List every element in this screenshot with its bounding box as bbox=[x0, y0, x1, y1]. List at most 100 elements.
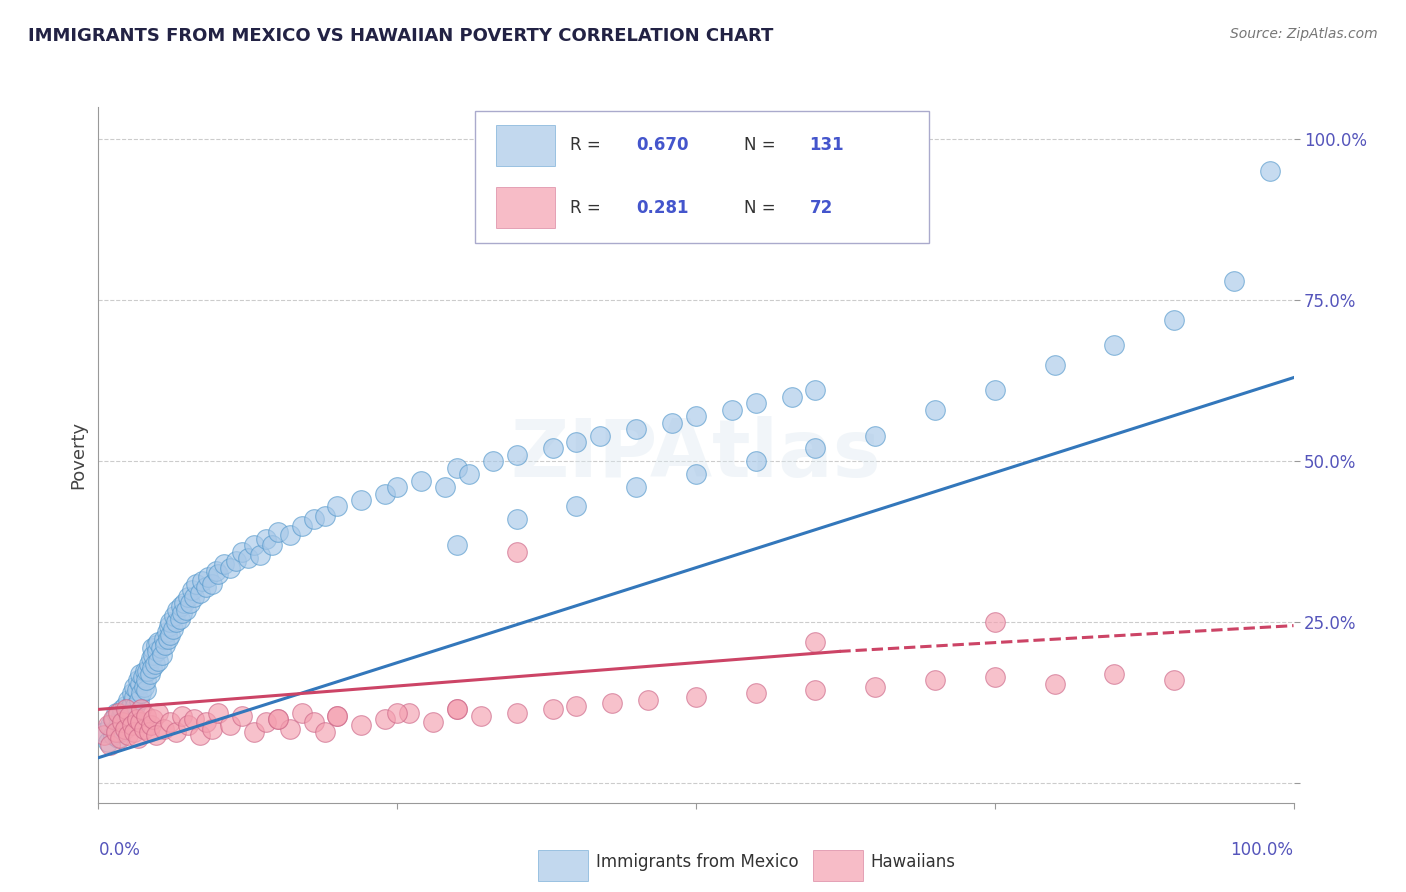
Point bbox=[107, 731, 129, 746]
Point bbox=[983, 384, 1005, 398]
Point bbox=[114, 722, 136, 736]
Text: IMMIGRANTS FROM MEXICO VS HAWAIIAN POVERTY CORRELATION CHART: IMMIGRANTS FROM MEXICO VS HAWAIIAN POVER… bbox=[28, 27, 773, 45]
Point bbox=[166, 602, 188, 616]
Point bbox=[1043, 358, 1066, 372]
Point bbox=[153, 722, 176, 736]
Point bbox=[177, 718, 200, 732]
Point bbox=[243, 538, 266, 552]
Point bbox=[506, 544, 529, 558]
Text: Immigrants from Mexico: Immigrants from Mexico bbox=[596, 853, 799, 871]
Point bbox=[159, 615, 181, 630]
Point bbox=[155, 638, 177, 652]
Point bbox=[108, 725, 131, 739]
Point bbox=[685, 690, 707, 704]
Point bbox=[326, 708, 349, 723]
Point bbox=[148, 706, 170, 720]
Point bbox=[661, 416, 683, 430]
Point bbox=[745, 454, 768, 468]
Point bbox=[173, 596, 195, 610]
Point bbox=[267, 712, 290, 726]
Point bbox=[374, 486, 396, 500]
Point bbox=[219, 718, 242, 732]
Point bbox=[183, 712, 205, 726]
Point bbox=[350, 718, 373, 732]
Point bbox=[267, 525, 290, 540]
Point bbox=[385, 480, 409, 494]
Point bbox=[780, 390, 803, 404]
Point bbox=[219, 560, 242, 574]
Point bbox=[159, 628, 181, 642]
Point bbox=[470, 708, 492, 723]
Text: 0.670: 0.670 bbox=[636, 136, 689, 154]
Point bbox=[169, 612, 191, 626]
Point bbox=[134, 664, 156, 678]
Point bbox=[212, 558, 235, 572]
Point bbox=[243, 725, 266, 739]
Point bbox=[115, 702, 138, 716]
Point bbox=[159, 715, 181, 730]
Text: Hawaiians: Hawaiians bbox=[870, 853, 956, 871]
Point bbox=[101, 728, 124, 742]
Point bbox=[124, 725, 146, 739]
Point bbox=[458, 467, 481, 482]
Point bbox=[122, 706, 145, 720]
Point bbox=[170, 599, 193, 614]
Point bbox=[924, 673, 946, 688]
Point bbox=[1043, 676, 1066, 690]
Point bbox=[131, 702, 153, 716]
Point bbox=[105, 725, 128, 739]
Point bbox=[506, 706, 529, 720]
Point bbox=[105, 706, 128, 720]
FancyBboxPatch shape bbox=[496, 125, 555, 166]
Point bbox=[98, 718, 122, 732]
Point bbox=[290, 706, 312, 720]
Point bbox=[983, 615, 1005, 630]
Point bbox=[142, 712, 165, 726]
FancyBboxPatch shape bbox=[475, 111, 929, 243]
Point bbox=[129, 667, 152, 681]
Point bbox=[254, 715, 277, 730]
Point bbox=[121, 718, 143, 732]
Point bbox=[124, 699, 146, 714]
Text: ZIPAtlas: ZIPAtlas bbox=[510, 416, 882, 494]
Point bbox=[207, 567, 229, 582]
Point bbox=[93, 728, 115, 742]
Point bbox=[446, 702, 468, 716]
Point bbox=[129, 676, 152, 690]
Point bbox=[924, 402, 946, 417]
Point bbox=[115, 715, 138, 730]
Point bbox=[165, 725, 187, 739]
Point bbox=[162, 622, 184, 636]
Point bbox=[231, 708, 253, 723]
Point bbox=[315, 725, 337, 739]
Point bbox=[124, 690, 146, 704]
Y-axis label: Poverty: Poverty bbox=[69, 421, 87, 489]
Point bbox=[422, 715, 444, 730]
Text: 100.0%: 100.0% bbox=[1230, 841, 1294, 859]
Point bbox=[174, 602, 197, 616]
Point bbox=[145, 638, 167, 652]
Text: Source: ZipAtlas.com: Source: ZipAtlas.com bbox=[1230, 27, 1378, 41]
Point bbox=[141, 641, 163, 656]
Point bbox=[114, 699, 136, 714]
Point bbox=[118, 702, 141, 716]
Point bbox=[121, 696, 143, 710]
Point bbox=[197, 570, 219, 584]
Point bbox=[156, 632, 179, 646]
Point bbox=[145, 728, 167, 742]
Point bbox=[804, 683, 827, 698]
Point bbox=[350, 493, 373, 508]
Point bbox=[506, 448, 529, 462]
Point bbox=[194, 580, 217, 594]
Point bbox=[374, 712, 396, 726]
Point bbox=[127, 673, 149, 688]
Point bbox=[1102, 667, 1125, 681]
Point bbox=[111, 702, 134, 716]
Point bbox=[183, 590, 205, 604]
Point bbox=[201, 722, 224, 736]
Point bbox=[745, 686, 768, 700]
Point bbox=[135, 683, 157, 698]
Point bbox=[132, 680, 155, 694]
Point bbox=[863, 428, 886, 442]
Point bbox=[148, 634, 170, 648]
